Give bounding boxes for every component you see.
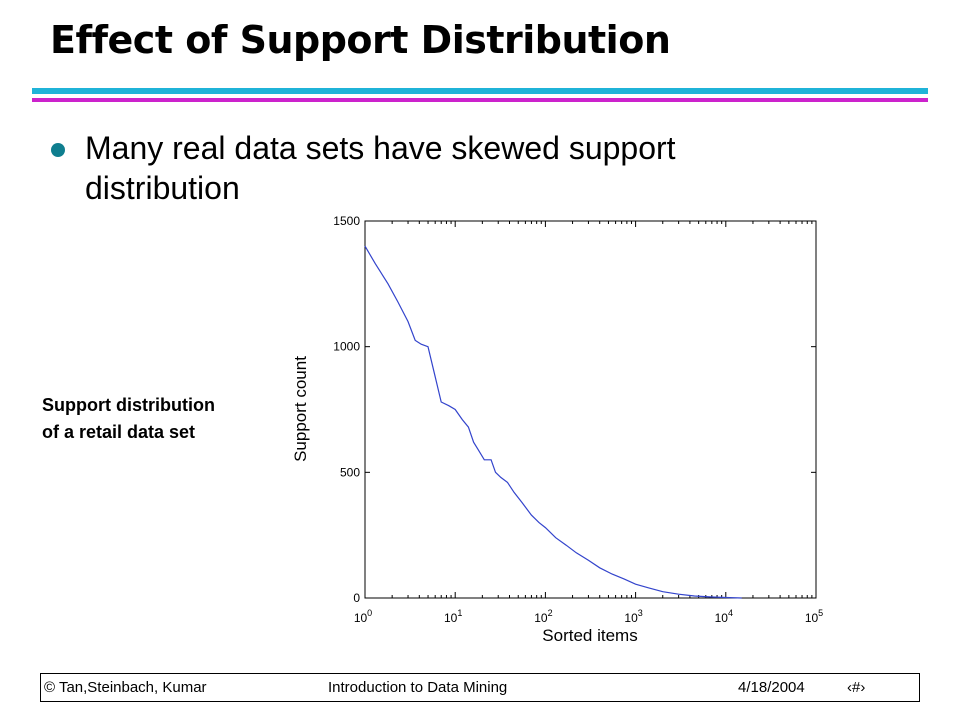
bullet-text: Many real data sets have skewed support … [85, 130, 676, 206]
slide-title: Effect of Support Distribution [50, 18, 671, 62]
chart-caption: Support distribution of a retail data se… [42, 395, 215, 442]
y-tick-label: 1500 [333, 214, 360, 228]
support-curve [364, 245, 742, 599]
x-tick-exponent: 2 [548, 608, 553, 618]
x-tick-label: 104 [715, 608, 733, 625]
y-tick-label: 1000 [333, 340, 360, 354]
y-tick-label: 500 [340, 465, 360, 479]
y-axis-label: Support count [291, 356, 310, 462]
plot-frame [364, 220, 817, 599]
x-tick-exponent: 5 [818, 608, 823, 618]
x-tick-label: 102 [534, 608, 552, 625]
footer-date: 4/18/2004 [738, 679, 805, 696]
x-tick-exponent: 3 [638, 608, 643, 618]
x-tick-label: 105 [805, 608, 823, 625]
x-tick-label: 100 [354, 608, 372, 625]
footer-course: Introduction to Data Mining [328, 679, 508, 696]
footer-page-number: ‹#› [847, 679, 866, 696]
title-rule-gap [32, 95, 928, 97]
x-tick-label: 101 [444, 608, 462, 625]
y-tick-label: 0 [353, 591, 360, 605]
support-distribution-chart: Support count Sorted items 0500100015001… [291, 214, 823, 645]
title-rule-bottom [32, 98, 928, 102]
bullet-dot-icon [51, 143, 65, 157]
x-tick-exponent: 4 [728, 608, 733, 618]
x-tick-exponent: 0 [367, 608, 372, 618]
footer-bar: © Tan,Steinbach, Kumar Introduction to D… [40, 673, 920, 702]
footer-copyright: © Tan,Steinbach, Kumar [44, 679, 207, 696]
x-tick-label: 103 [624, 608, 642, 625]
x-axis-label: Sorted items [542, 626, 637, 645]
x-tick-exponent: 1 [457, 608, 462, 618]
title-rule-top [32, 88, 928, 94]
